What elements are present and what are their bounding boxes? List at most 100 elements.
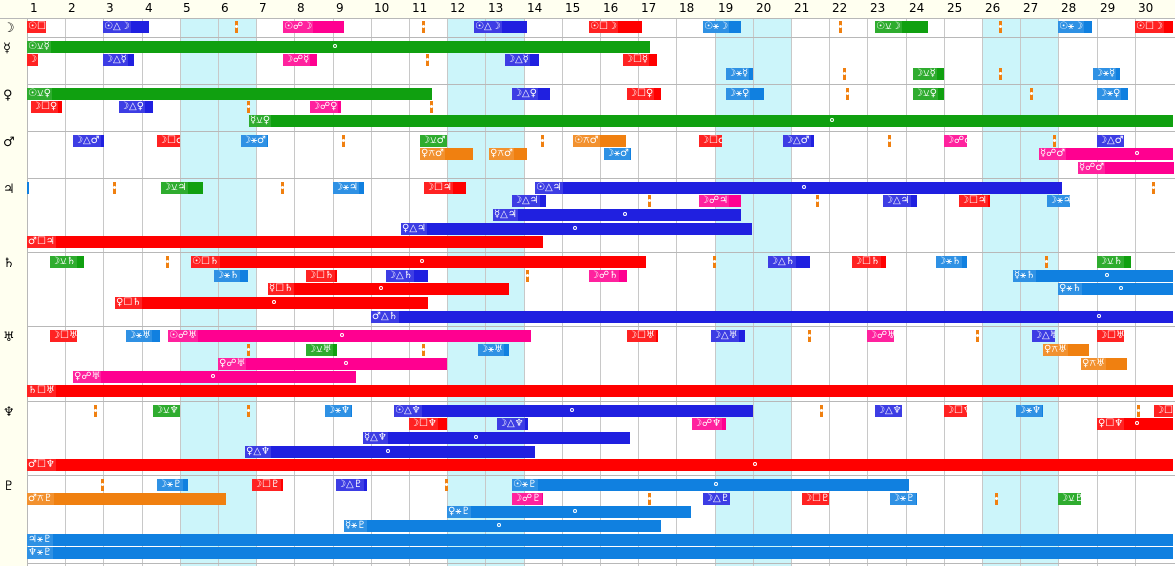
aspect-bar[interactable]: ♀△♆	[245, 446, 535, 458]
aspect-bar[interactable]: ☽△♅	[1032, 330, 1055, 342]
aspect-bar[interactable]: ☽⚹♀	[726, 88, 764, 100]
aspect-bar[interactable]: ☽△♆	[875, 405, 902, 417]
aspect-bar[interactable]: ☽☍♃	[699, 195, 741, 207]
aspect-bar[interactable]: ☽⚹♅	[126, 330, 160, 342]
aspect-bar[interactable]: ☽⚹♂	[241, 135, 268, 147]
aspect-bar[interactable]: ☽⚺☿	[913, 68, 944, 80]
aspect-bar[interactable]: ☽△♀	[512, 88, 550, 100]
aspect-bar[interactable]: ♄☐♅	[27, 385, 1173, 397]
aspect-bar[interactable]: ☿⚹♄	[1013, 270, 1173, 282]
aspect-bar[interactable]: ☽⚹♃	[1047, 195, 1070, 207]
aspect-bar[interactable]: ☿☍♂	[1078, 162, 1174, 174]
aspect-marker[interactable]	[888, 135, 891, 147]
aspect-marker[interactable]	[541, 135, 544, 147]
aspect-bar[interactable]: ☉△☽	[474, 21, 527, 33]
aspect-bar[interactable]: ☽☐♇	[252, 479, 283, 491]
aspect-marker[interactable]	[713, 256, 716, 268]
aspect-marker[interactable]	[1045, 256, 1048, 268]
aspect-marker[interactable]	[995, 493, 998, 505]
aspect-bar[interactable]: ☽△♅	[711, 330, 745, 342]
aspect-bar[interactable]: ☽⚺♄	[50, 256, 84, 268]
aspect-bar[interactable]: ☉⚹☽	[703, 21, 741, 33]
aspect-marker[interactable]	[808, 330, 811, 342]
aspect-bar[interactable]: ♂△♄	[371, 311, 1173, 323]
aspect-bar[interactable]: ☉⚹☽	[1058, 21, 1092, 33]
aspect-bar[interactable]: ☽△♀	[119, 101, 153, 113]
aspect-bar[interactable]: ☉⚹♇	[512, 479, 909, 491]
aspect-marker[interactable]	[101, 479, 104, 491]
aspect-bar[interactable]: ☽☐☿	[623, 54, 657, 66]
aspect-bar[interactable]: ☽⚺♅	[306, 344, 337, 356]
aspect-bar[interactable]: ♀☐♄	[115, 297, 428, 309]
aspect-bar[interactable]: ☽△♂	[73, 135, 104, 147]
aspect-bar[interactable]: ♀☐♆	[1097, 418, 1173, 430]
aspect-bar[interactable]: ♀☍♅	[73, 371, 356, 383]
aspect-marker[interactable]	[816, 195, 819, 207]
aspect-bar[interactable]: ♃⚹♇	[27, 534, 1173, 546]
aspect-marker[interactable]	[999, 68, 1002, 80]
aspect-bar[interactable]: ☽⚹♂	[604, 148, 631, 160]
aspect-bar[interactable]: ☽⚺♇	[1058, 493, 1081, 505]
aspect-marker[interactable]	[166, 256, 169, 268]
aspect-bar[interactable]: ☽⚹♀	[1097, 88, 1128, 100]
aspect-bar[interactable]: ♀☍♅	[218, 358, 447, 370]
aspect-bar[interactable]: ☽	[27, 54, 38, 66]
aspect-bar[interactable]: ☉⚺♀	[27, 88, 432, 100]
aspect-bar[interactable]: ☉☍♅	[168, 330, 531, 342]
aspect-marker[interactable]	[235, 21, 238, 33]
aspect-bar[interactable]: ☽⚹♄	[936, 256, 967, 268]
aspect-bar[interactable]: ☽⚹☿	[726, 68, 753, 80]
aspect-bar[interactable]: ☽⚹♅	[478, 344, 509, 356]
aspect-bar[interactable]: ☿⚹♇	[344, 520, 661, 532]
aspect-marker[interactable]	[843, 68, 846, 80]
aspect-bar[interactable]: ☽☍♆	[692, 418, 726, 430]
aspect-bar[interactable]: ☽△♄	[386, 270, 428, 282]
aspect-bar[interactable]: ♀⚹♇	[447, 506, 691, 518]
aspect-bar[interactable]: ☽☐♄	[306, 270, 337, 282]
aspect-bar[interactable]: ☉☐☽	[27, 21, 46, 33]
aspect-bar[interactable]: ☽☍☿	[283, 54, 317, 66]
aspect-marker[interactable]	[846, 88, 849, 100]
aspect-bar[interactable]: ☽⚹☿	[1093, 68, 1120, 80]
aspect-marker[interactable]	[820, 405, 823, 417]
aspect-bar[interactable]: ☽☐♃	[424, 182, 466, 194]
aspect-marker[interactable]	[422, 21, 425, 33]
aspect-bar[interactable]: ☉⚺☽	[875, 21, 928, 33]
aspect-bar[interactable]: ☽⚹♇	[890, 493, 917, 505]
aspect-marker[interactable]	[247, 101, 250, 113]
aspect-bar[interactable]: ☽△♂	[783, 135, 814, 147]
aspect-marker[interactable]	[648, 493, 651, 505]
aspect-marker[interactable]	[247, 405, 250, 417]
aspect-bar[interactable]: ♂☐♃	[27, 236, 543, 248]
aspect-bar[interactable]: ☉☐☽	[1135, 21, 1173, 33]
aspect-bar[interactable]: ☽☐♅	[627, 330, 658, 342]
aspect-bar[interactable]: ☽☐♅	[1097, 330, 1124, 342]
aspect-bar[interactable]: ☽☐♂	[699, 135, 722, 147]
aspect-bar[interactable]: ♆⚹♇	[27, 547, 1173, 559]
aspect-bar[interactable]: ☽⚺♃	[161, 182, 203, 194]
aspect-marker[interactable]	[1152, 182, 1155, 194]
aspect-bar[interactable]: ♂☐♆	[27, 459, 1173, 471]
aspect-bar[interactable]: ☽☍♇	[512, 493, 543, 505]
aspect-bar[interactable]: ♀△♃	[401, 223, 752, 235]
aspect-marker[interactable]	[94, 405, 97, 417]
aspect-marker[interactable]	[281, 182, 284, 194]
aspect-bar[interactable]: ☿☍♂	[1039, 148, 1173, 160]
aspect-bar[interactable]	[27, 182, 29, 194]
aspect-bar[interactable]: ♀⚻♅	[1043, 344, 1089, 356]
aspect-bar[interactable]: ♀⚻♂	[489, 148, 527, 160]
aspect-bar[interactable]: ☽☍♀	[310, 101, 341, 113]
aspect-bar[interactable]: ☽⚺♆	[153, 405, 180, 417]
aspect-bar[interactable]: ☽⚹♆	[1016, 405, 1043, 417]
aspect-marker[interactable]	[999, 21, 1002, 33]
aspect-bar[interactable]: ☉△♃	[535, 182, 1062, 194]
aspect-bar[interactable]: ☽☐♆	[409, 418, 447, 430]
aspect-bar[interactable]: ☿△♆	[363, 432, 630, 444]
aspect-bar[interactable]: ☽☐♃	[959, 195, 990, 207]
aspect-bar[interactable]: ☽☐♆	[1154, 405, 1173, 417]
aspect-bar[interactable]: ☽△♇	[336, 479, 367, 491]
aspect-marker[interactable]	[247, 344, 250, 356]
aspect-bar[interactable]: ☽⚹♃	[333, 182, 364, 194]
aspect-marker[interactable]	[342, 135, 345, 147]
aspect-bar[interactable]: ☽△♇	[703, 493, 730, 505]
